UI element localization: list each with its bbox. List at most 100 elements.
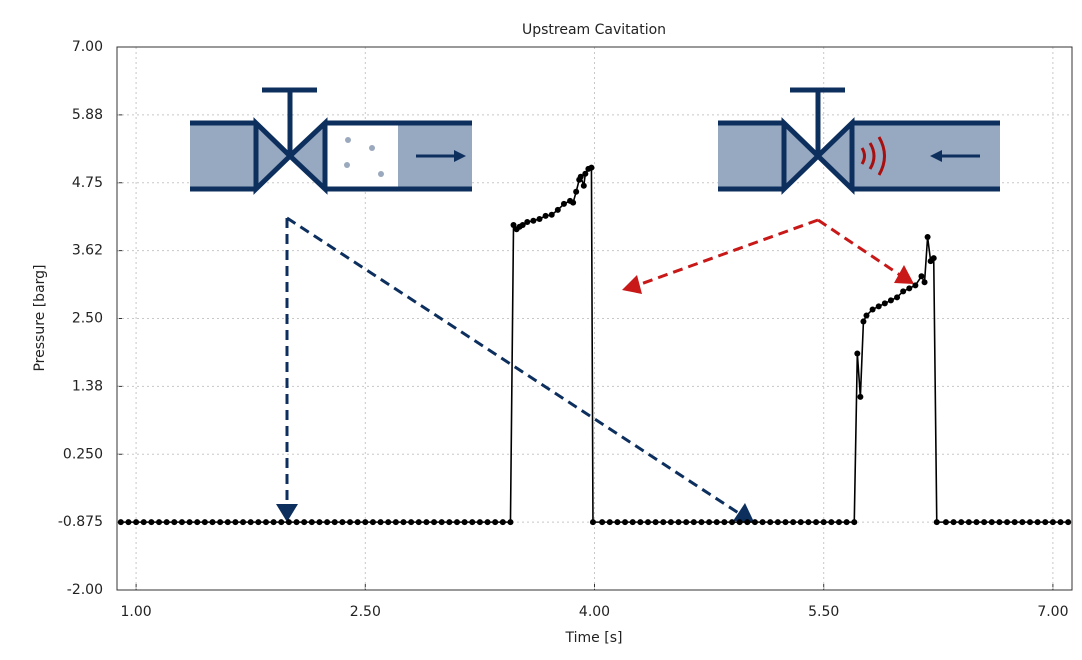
x-tick-label: 7.00 — [1037, 604, 1068, 620]
data-point — [729, 519, 736, 526]
data-point — [582, 170, 589, 177]
data-point — [178, 519, 185, 526]
data-point — [524, 218, 531, 225]
chart-title: Upstream Cavitation — [522, 22, 666, 38]
data-point — [881, 300, 888, 307]
data-point — [637, 519, 644, 526]
data-point — [782, 519, 789, 526]
data-point — [125, 519, 132, 526]
data-point — [548, 211, 555, 218]
data-point — [713, 519, 720, 526]
data-point — [461, 519, 468, 526]
data-point — [148, 519, 155, 526]
data-point — [1065, 519, 1072, 526]
data-point — [499, 519, 506, 526]
data-point — [331, 519, 338, 526]
x-tick-label: 5.50 — [808, 604, 839, 620]
data-point — [542, 212, 549, 219]
data-point — [958, 519, 965, 526]
y-tick-label: -2.00 — [67, 582, 103, 598]
data-point — [843, 519, 850, 526]
y-tick-label: -0.875 — [58, 514, 103, 530]
data-point — [588, 164, 595, 171]
data-point — [828, 519, 835, 526]
data-point — [774, 519, 781, 526]
data-point — [400, 519, 407, 526]
data-point — [560, 200, 567, 207]
data-point — [217, 519, 224, 526]
data-point — [614, 519, 621, 526]
data-point — [438, 519, 445, 526]
data-point — [860, 318, 867, 325]
annotation-arrows — [285, 216, 901, 516]
data-point — [316, 519, 323, 526]
data-point — [140, 519, 147, 526]
data-point — [262, 519, 269, 526]
data-point — [652, 519, 659, 526]
data-point — [570, 199, 577, 206]
data-point — [751, 519, 758, 526]
data-point — [759, 519, 766, 526]
arrow-heads — [276, 265, 914, 522]
data-point — [1042, 519, 1049, 526]
data-point — [530, 217, 537, 224]
x-tick-label: 4.00 — [579, 604, 610, 620]
data-point — [660, 519, 667, 526]
data-layer — [117, 164, 1072, 526]
x-axis-label: Time [s] — [565, 630, 623, 646]
data-point — [921, 279, 928, 286]
data-point — [209, 519, 216, 526]
data-point — [453, 519, 460, 526]
data-point — [519, 221, 526, 228]
data-point — [887, 297, 894, 304]
plot-frame — [116, 46, 1073, 591]
data-point — [369, 519, 376, 526]
data-point — [622, 519, 629, 526]
data-point — [580, 182, 587, 189]
data-point — [247, 519, 254, 526]
data-point — [408, 519, 415, 526]
y-tick-label: 2.50 — [72, 311, 103, 327]
data-point — [854, 350, 861, 357]
data-point — [423, 519, 430, 526]
data-point — [1004, 519, 1011, 526]
data-point — [446, 519, 453, 526]
data-point — [1026, 519, 1033, 526]
data-point — [431, 519, 438, 526]
data-point — [820, 519, 827, 526]
data-point — [510, 221, 517, 228]
valve-illustration-left — [190, 87, 472, 195]
data-point — [629, 519, 636, 526]
data-point — [354, 519, 361, 526]
data-point — [933, 519, 940, 526]
data-point — [240, 519, 247, 526]
data-point — [255, 519, 262, 526]
data-point — [857, 393, 864, 400]
data-point — [1011, 519, 1018, 526]
x-tick-label: 2.50 — [350, 604, 381, 620]
data-point — [924, 234, 931, 241]
data-point — [863, 312, 870, 319]
data-point — [507, 519, 514, 526]
data-point — [163, 519, 170, 526]
y-tick-label: 3.62 — [72, 243, 103, 259]
data-point — [644, 519, 651, 526]
data-point — [667, 519, 674, 526]
data-point — [675, 519, 682, 526]
data-point — [201, 519, 208, 526]
data-point — [805, 519, 812, 526]
data-point — [1049, 519, 1056, 526]
data-point — [930, 255, 937, 262]
data-point — [950, 519, 957, 526]
data-point — [377, 519, 384, 526]
data-point — [392, 519, 399, 526]
data-point — [554, 206, 561, 213]
data-point — [293, 519, 300, 526]
data-point — [224, 519, 231, 526]
y-tick-label: 1.38 — [72, 378, 103, 394]
data-point — [285, 519, 292, 526]
data-point — [362, 519, 369, 526]
data-point — [301, 519, 308, 526]
